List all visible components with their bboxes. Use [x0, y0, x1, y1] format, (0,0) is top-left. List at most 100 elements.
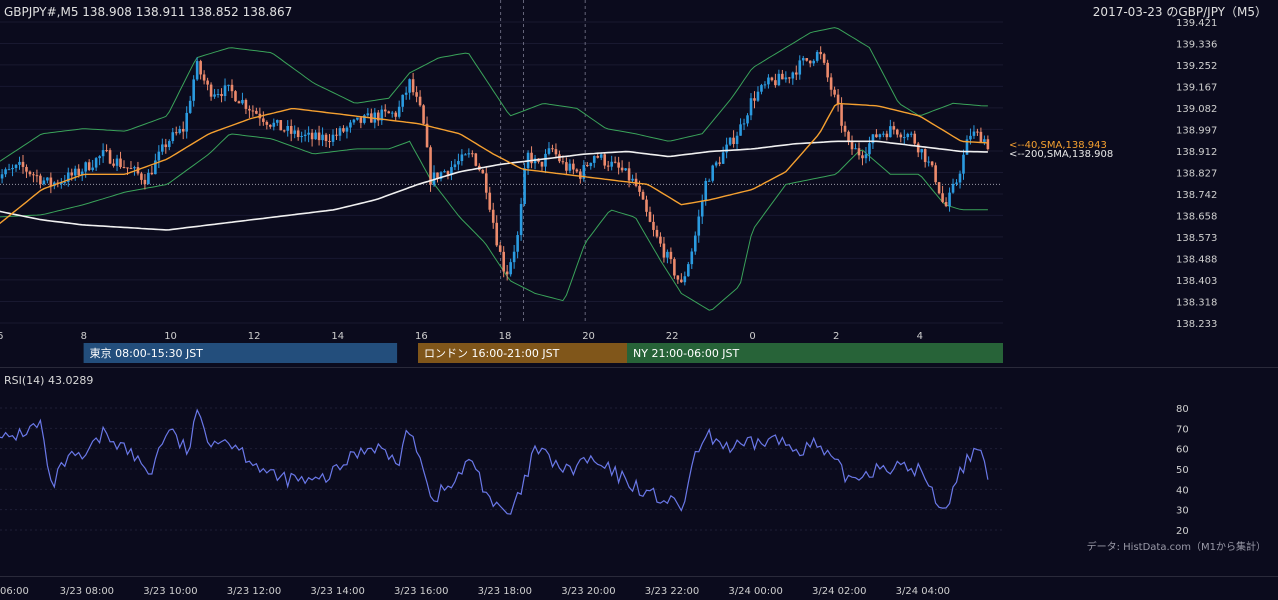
candle-body — [404, 92, 408, 95]
candle-body — [321, 134, 324, 141]
candle-body — [202, 74, 206, 81]
candle-body — [446, 171, 450, 175]
price-tick-label: 139.252 — [1176, 61, 1217, 72]
time-tick-top: 4 — [917, 331, 923, 342]
candle-body — [613, 161, 617, 163]
sma200-label: <--200,SMA,138.908 — [1009, 149, 1113, 160]
candle-body — [986, 139, 990, 150]
session-label: ロンドン 16:00-21:00 JST — [424, 347, 560, 360]
candle-body — [763, 84, 767, 86]
candle-body — [269, 124, 272, 127]
candle-body — [648, 211, 652, 222]
candle-body — [979, 131, 983, 143]
candle-body — [46, 177, 49, 181]
candle-body — [87, 162, 91, 170]
candle-body — [655, 229, 659, 237]
candle-body — [530, 152, 533, 164]
candle-body — [140, 173, 143, 180]
candle-body — [889, 126, 892, 138]
bollinger-upper-line — [0, 27, 988, 162]
candle-body — [119, 158, 122, 168]
candle-body — [693, 235, 697, 252]
candle-body — [108, 150, 112, 164]
candle-body — [471, 153, 474, 155]
candle-body — [209, 84, 213, 97]
candle-body — [791, 72, 795, 79]
candle-body — [241, 99, 244, 104]
candle-body — [777, 73, 781, 86]
candle-body — [98, 156, 101, 159]
candle-body — [390, 112, 394, 114]
candle-body — [871, 134, 875, 144]
candle-body — [178, 128, 182, 133]
candle-body — [324, 134, 328, 141]
candle-body — [955, 182, 958, 184]
candle-body — [923, 149, 927, 163]
candle-body — [962, 154, 965, 174]
candle-body — [596, 155, 600, 158]
candle-body — [450, 167, 453, 175]
candle-body — [565, 162, 568, 171]
candle-body — [606, 165, 610, 167]
candle-body — [126, 167, 129, 169]
candle-body — [707, 180, 711, 182]
candle-body — [843, 125, 847, 132]
candle-body — [213, 94, 216, 97]
candle-body — [680, 279, 683, 283]
bollinger-lower-line — [0, 133, 988, 311]
time-tick-top: 22 — [666, 331, 679, 342]
candle-body — [265, 121, 269, 125]
candle-body — [554, 149, 558, 155]
candle-body — [812, 60, 816, 64]
sma200-line — [0, 140, 988, 231]
candle-body — [930, 161, 934, 166]
session-bar — [627, 343, 1003, 363]
candle-body — [18, 161, 21, 165]
price-tick-label: 138.233 — [1176, 319, 1217, 330]
time-tick-top: 20 — [582, 331, 595, 342]
candle-body — [157, 151, 161, 161]
session-label: 東京 08:00-15:30 JST — [90, 346, 204, 360]
candle-body — [909, 133, 913, 135]
rsi-pane: 80 70 60 50 40 30 20 — [0, 404, 1189, 537]
chart-title: 2017-03-23 のGBP/JPY（M5） — [1093, 5, 1267, 19]
candle-body — [397, 106, 401, 117]
candle-body — [42, 180, 46, 185]
candle-body — [481, 169, 485, 174]
candle-body — [0, 174, 4, 179]
candle-body — [781, 73, 784, 80]
candle-body — [951, 183, 955, 193]
price-tick-label: 138.742 — [1176, 190, 1217, 201]
candle-body — [436, 172, 439, 179]
candle-body — [659, 236, 662, 244]
candle-body — [199, 61, 202, 75]
candle-body — [697, 216, 701, 236]
candle-body — [300, 135, 303, 138]
candle-body — [579, 171, 582, 179]
candle-body — [73, 168, 77, 176]
candle-body — [206, 80, 209, 85]
candle-body — [352, 119, 356, 123]
candle-body — [14, 164, 18, 168]
price-tick-label: 138.827 — [1176, 169, 1217, 180]
candle-body — [585, 165, 589, 167]
candle-body — [331, 134, 335, 142]
candle-body — [770, 77, 774, 81]
candle-body — [916, 143, 920, 153]
time-tick-bottom: 3/24 02:00 — [812, 586, 866, 597]
candle-body — [868, 143, 871, 155]
candle-body — [164, 144, 168, 148]
candle-body — [641, 191, 645, 200]
candle-body — [599, 154, 603, 158]
time-tick-bottom: 3/23 16:00 — [394, 586, 448, 597]
candle-body — [815, 51, 819, 61]
candle-body — [610, 161, 613, 167]
time-tick-bottom: 3/23 08:00 — [60, 586, 114, 597]
time-tick-bottom: 3/24 00:00 — [728, 586, 782, 597]
time-tick-top: 0 — [749, 331, 755, 342]
candle-body — [749, 98, 753, 116]
rsi-label: RSI(14) 43.0289 — [4, 374, 93, 387]
candle-body — [631, 178, 634, 181]
time-tick-bottom: 3/23 12:00 — [227, 586, 281, 597]
candle-body — [666, 251, 669, 258]
